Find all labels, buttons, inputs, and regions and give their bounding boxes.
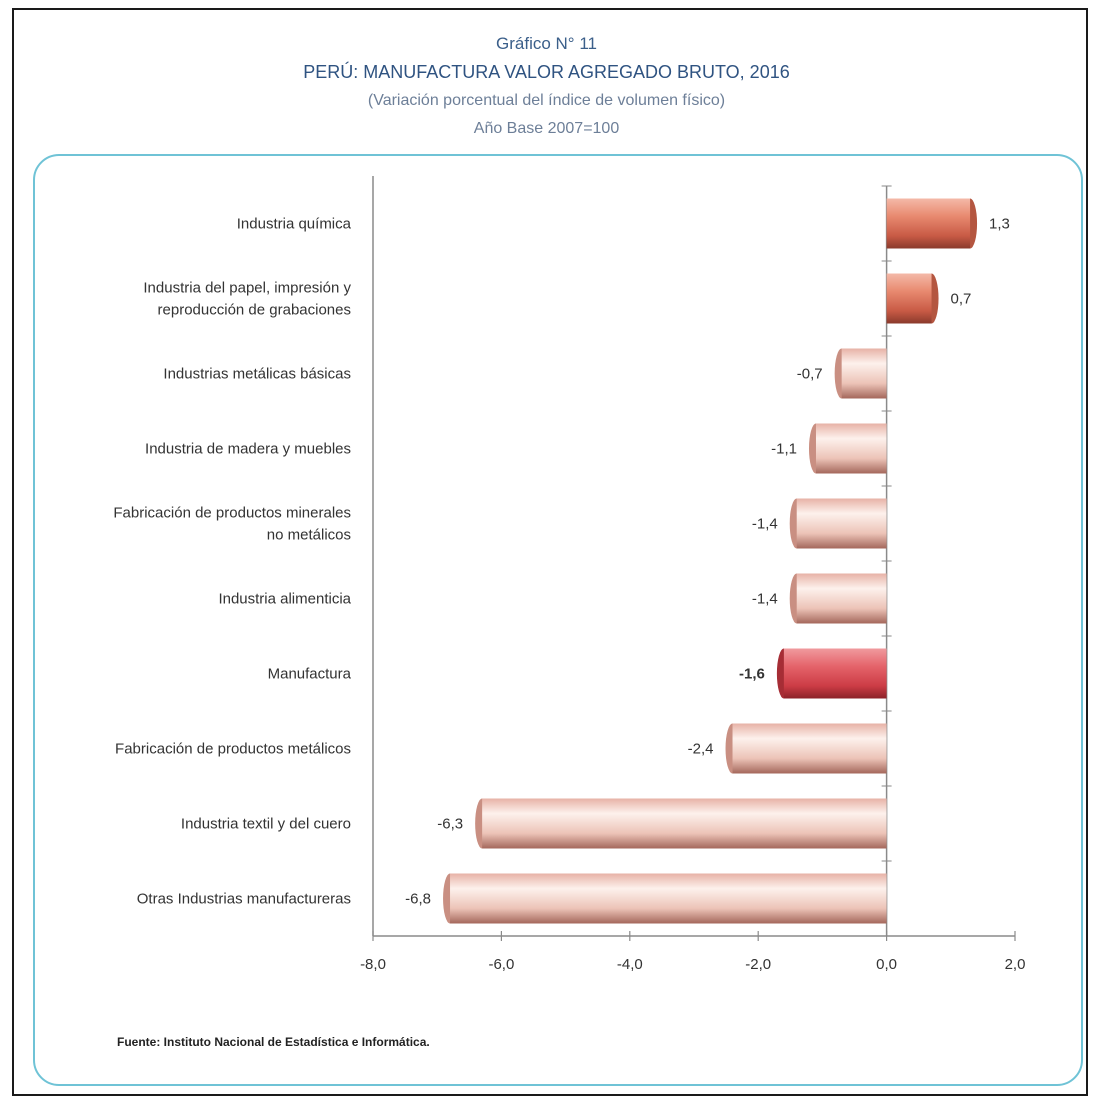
bar [450, 873, 887, 924]
category-label: Industria química [237, 216, 352, 233]
category-label: Manufactura [268, 666, 352, 683]
data-label: -6,8 [405, 891, 431, 908]
data-label: 1,3 [989, 216, 1010, 233]
category-label: Industria alimenticia [218, 591, 351, 608]
category-label: Industria de madera y muebles [145, 441, 351, 458]
category-label: Industria textil y del cuero [181, 816, 351, 833]
x-tick-label: 2,0 [1005, 956, 1026, 973]
x-tick-label: -8,0 [360, 956, 386, 973]
chart-panel [33, 154, 1083, 1086]
x-tick-label: 0,0 [876, 956, 897, 973]
source-note: Fuente: Instituto Nacional de Estadístic… [117, 1035, 430, 1049]
data-label: -1,4 [752, 591, 778, 608]
data-label: -1,6 [739, 666, 765, 683]
x-tick-label: -4,0 [617, 956, 643, 973]
chart-number: Gráfico N° 11 [496, 34, 597, 53]
chart-subtitle: (Variación porcentual del índice de volu… [367, 92, 726, 109]
chart-base-year: Año Base 2007=100 [473, 120, 620, 137]
category-label: Industria del papel, impresión y reproduc… [143, 280, 351, 319]
bar [815, 423, 887, 474]
category-label: Fabricación de productos metálicos [115, 741, 351, 758]
data-label: -6,3 [437, 816, 463, 833]
x-tick-label: -2,0 [745, 956, 771, 973]
category-label: Fabricación de productos minerales no met… [113, 505, 351, 544]
bar [783, 648, 887, 699]
bar [796, 498, 887, 549]
data-label: 0,7 [951, 291, 972, 308]
bar [482, 798, 887, 849]
bar [732, 723, 887, 774]
x-tick-label: -6,0 [488, 956, 514, 973]
category-label: Industrias metálicas básicas [163, 366, 351, 383]
data-label: -0,7 [797, 366, 823, 383]
chart-title: PERÚ: MANUFACTURA VALOR AGREGADO BRUTO, … [303, 62, 790, 82]
bar [841, 348, 887, 399]
bar [886, 198, 971, 249]
data-label: -2,4 [688, 741, 714, 758]
data-label: -1,4 [752, 516, 778, 533]
bar [886, 273, 932, 324]
category-label: Otras Industrias manufactureras [137, 891, 351, 908]
data-label: -1,1 [771, 441, 797, 458]
bar [796, 573, 887, 624]
